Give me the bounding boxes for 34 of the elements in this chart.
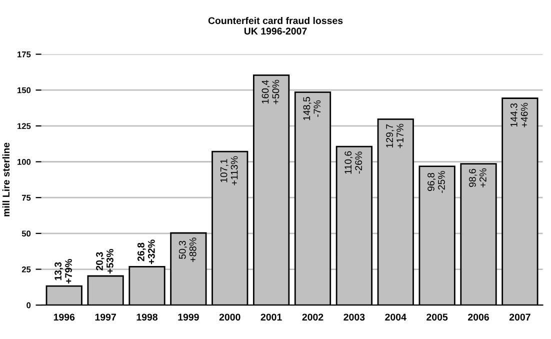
data-label: 20,3 +53% [96, 248, 114, 274]
x-tick-label: 2005 [426, 314, 448, 321]
data-label: 13,3 +79% [54, 259, 72, 284]
y-tick-label: 125 [18, 123, 31, 130]
x-tick-label: 1996 [54, 314, 75, 321]
y-tick-label: 100 [18, 158, 31, 165]
data-label: 96,8 -25% [428, 170, 445, 193]
x-tick-label: 1999 [178, 314, 199, 321]
y-tick-label: 50 [22, 230, 31, 237]
y-tick-label: 150 [18, 87, 31, 94]
data-label: 148,5 -7% [303, 96, 321, 120]
data-label: 160,4 +50% [262, 80, 280, 104]
x-tick-label: 2003 [344, 314, 365, 321]
x-tick-label: 1998 [136, 314, 158, 321]
x-tick-label: 2006 [468, 314, 489, 321]
data-label: 26,8 +32% [137, 240, 155, 264]
data-label: 98,6 +2% [468, 168, 486, 188]
x-tick-label: 2001 [260, 314, 282, 321]
x-tick-label: 1997 [95, 314, 116, 321]
x-tick-label: 2007 [509, 314, 530, 321]
data-label: 107,1 +113% [220, 156, 238, 186]
x-tick-label: 2002 [302, 314, 324, 321]
chart-title: Counterfeit card fraud losses UK 1996-2007 [208, 16, 343, 35]
data-label: 129,7 +17% [386, 124, 404, 148]
y-axis-title: mill Lire sterline [2, 142, 10, 216]
data-label: 50,3 +88% [178, 238, 196, 262]
x-tick-label: 2004 [385, 314, 406, 321]
y-tick-label: 175 [18, 52, 31, 58]
y-tick-label: 75 [22, 194, 31, 201]
y-tick-label: 25 [22, 266, 31, 272]
data-label: 110,6 -26% [344, 151, 362, 174]
data-label: 144.3 +46% [510, 102, 528, 128]
y-tick-label: 0 [26, 302, 31, 308]
x-tick-label: 2000 [219, 314, 240, 321]
